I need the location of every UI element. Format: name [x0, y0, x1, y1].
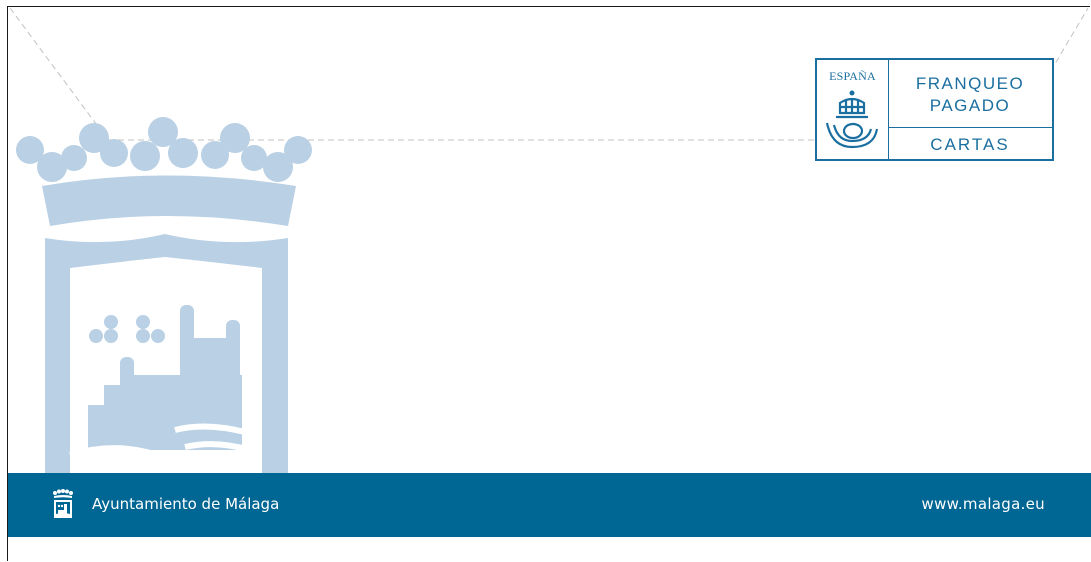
city-crest-icon [16, 117, 312, 473]
envelope-border [7, 6, 1090, 561]
stamp-divider [888, 127, 1052, 128]
post-horn-crown-icon [825, 90, 879, 149]
website-url: www.malaga.eu [921, 495, 1045, 513]
footer-bar: Ayuntamiento de Málaga www.malaga.eu [8, 473, 1091, 537]
stamp-text-cartas: CARTAS [930, 135, 1010, 154]
organization-name: Ayuntamiento de Málaga [92, 495, 280, 513]
stamp-country: ESPAÑA [829, 69, 876, 83]
stamp-text-panel: FRANQUEO PAGADO CARTAS [888, 60, 1052, 159]
stamp-text-franqueo: FRANQUEO [915, 74, 1025, 93]
city-crest-small-icon [53, 489, 73, 518]
stamp-emblem-panel: ESPAÑA [817, 60, 889, 159]
stamp-text-pagado: PAGADO [929, 96, 1011, 115]
postage-paid-stamp: ESPAÑA FRANQUEO PAGADO CARTAS [815, 58, 1054, 161]
